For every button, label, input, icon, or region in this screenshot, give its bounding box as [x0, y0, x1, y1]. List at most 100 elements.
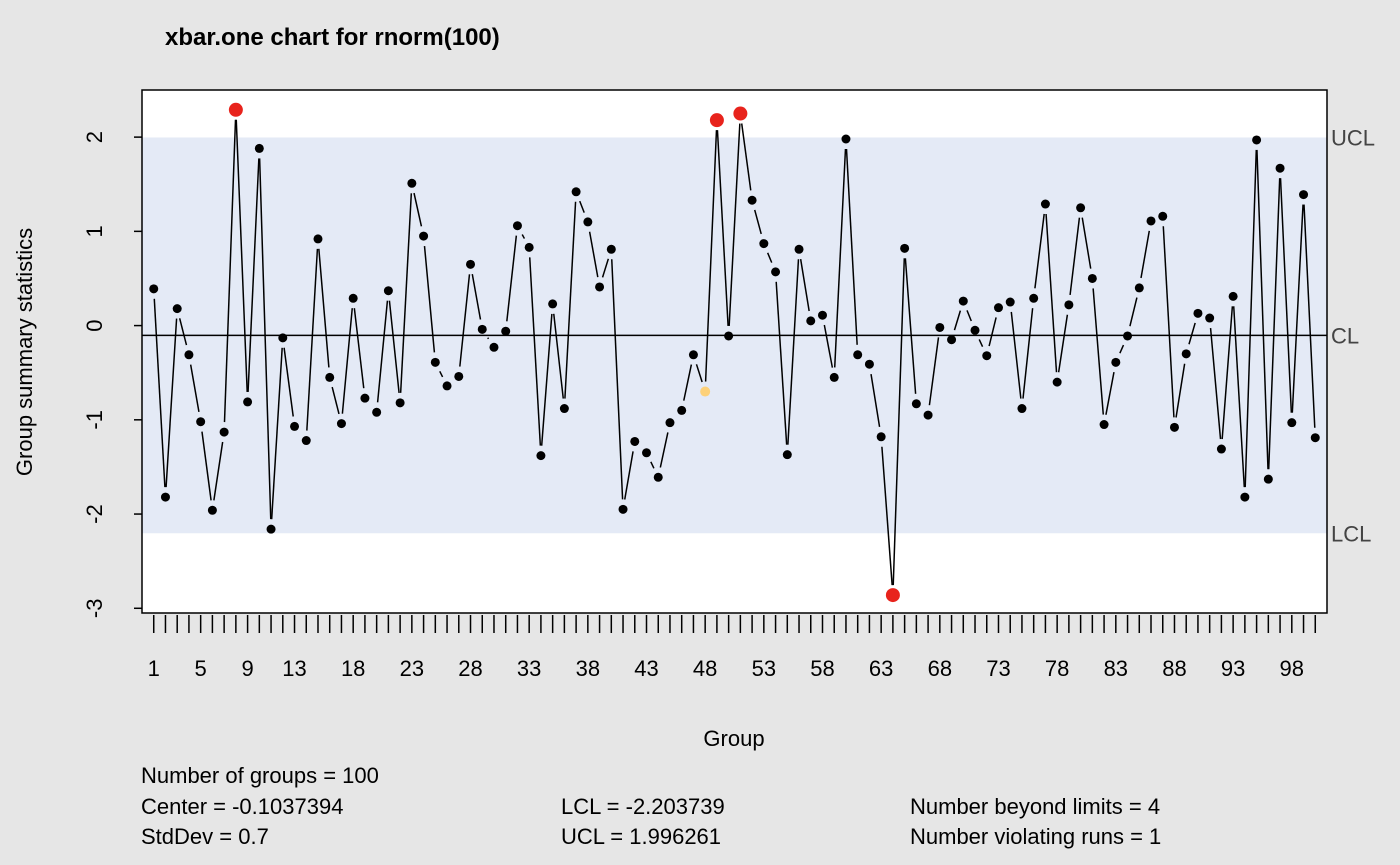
- series-segment: [624, 451, 634, 500]
- series-segment: [471, 274, 482, 320]
- series-segment: [399, 193, 413, 393]
- x-tick-label: 13: [282, 656, 306, 681]
- series-segment: [1034, 213, 1045, 289]
- data-point: [935, 322, 945, 332]
- data-point: [372, 407, 382, 417]
- data-point: [806, 316, 816, 326]
- data-point: [207, 505, 217, 515]
- data-point: [348, 293, 358, 303]
- data-point: [583, 217, 593, 227]
- series-segment: [659, 432, 669, 468]
- data-point: [688, 350, 698, 360]
- data-point: [1205, 313, 1215, 323]
- series-segment: [881, 446, 893, 586]
- data-point: [677, 405, 687, 415]
- data-point: [1193, 308, 1203, 318]
- data-point: [606, 244, 616, 254]
- series-segment: [564, 201, 577, 399]
- data-point: [336, 419, 346, 429]
- stat-stddev: StdDev = 0.7: [141, 824, 269, 849]
- series-segment: [683, 364, 693, 401]
- stat-beyond-limits: Number beyond limits = 4: [910, 794, 1161, 819]
- series-segment: [1175, 363, 1186, 418]
- data-point: [1228, 291, 1238, 301]
- series-segment: [728, 123, 741, 327]
- data-point: [172, 304, 182, 314]
- data-point: [923, 410, 933, 420]
- data-point: [454, 371, 464, 381]
- data-point: [1263, 474, 1273, 484]
- series-segment: [1232, 306, 1246, 488]
- data-point: [1169, 422, 1179, 432]
- x-tick-label: 5: [195, 656, 207, 681]
- data-point: [524, 242, 534, 252]
- x-tick-label: 93: [1221, 656, 1245, 681]
- data-point: [759, 239, 769, 249]
- data-point: [243, 397, 253, 407]
- series-segment: [1221, 306, 1234, 440]
- data-point: [595, 282, 605, 292]
- data-point: [430, 357, 440, 367]
- series-segment: [1129, 297, 1138, 327]
- data-point-beyond-limits: [885, 588, 900, 603]
- data-point: [1111, 357, 1121, 367]
- series-segment: [235, 119, 248, 392]
- ucl-label: UCL: [1331, 125, 1375, 150]
- data-point: [982, 351, 992, 361]
- series-segment: [845, 148, 858, 345]
- stat-lcl: LCL = -2.203739: [561, 794, 725, 819]
- series-segment: [953, 310, 962, 331]
- data-point: [1287, 418, 1297, 428]
- y-axis: -3 -2 -1 0 1 2: [82, 131, 142, 618]
- series-segment: [258, 158, 272, 520]
- data-point: [630, 436, 640, 446]
- series-segment: [1140, 230, 1151, 279]
- data-point: [618, 504, 628, 514]
- series-segment: [1162, 226, 1175, 418]
- data-point: [747, 195, 757, 205]
- x-tick-label: 1: [148, 656, 160, 681]
- series-segment: [540, 313, 553, 446]
- series-segment: [601, 258, 610, 278]
- series-segment: [787, 259, 800, 445]
- series-segment: [201, 431, 212, 501]
- series-segment: [588, 231, 599, 278]
- data-point: [1040, 199, 1050, 209]
- series-segment: [704, 130, 718, 382]
- series-segment: [1069, 217, 1081, 296]
- data-point: [419, 231, 429, 241]
- series-segment: [459, 274, 471, 367]
- x-tick-label: 53: [752, 656, 776, 681]
- series-segment: [528, 257, 542, 446]
- plot-frame: [141, 89, 1328, 614]
- data-point: [1087, 273, 1097, 283]
- data-point: [724, 331, 734, 341]
- data-point: [1158, 211, 1168, 221]
- data-point: [817, 310, 827, 320]
- stat-number-of-groups: Number of groups = 100: [141, 763, 379, 788]
- series-segment: [1303, 204, 1316, 428]
- x-tick-label: 43: [634, 656, 658, 681]
- data-series: [153, 119, 1316, 586]
- data-point: [501, 326, 511, 336]
- data-point: [876, 432, 886, 442]
- series-segment: [611, 259, 624, 500]
- y-tick-label: 2: [82, 131, 107, 143]
- data-point: [395, 398, 405, 408]
- series-segment: [1244, 149, 1258, 488]
- series-segment: [165, 318, 178, 488]
- data-point: [477, 324, 487, 334]
- data-point-beyond-limits: [733, 106, 748, 121]
- series-segment: [341, 308, 354, 414]
- series-segment: [223, 119, 237, 423]
- data-point: [466, 259, 476, 269]
- x-tick-label: 73: [986, 656, 1010, 681]
- series-segment: [1209, 327, 1222, 440]
- x-tick-label: 48: [693, 656, 717, 681]
- data-point: [559, 404, 569, 414]
- data-point: [184, 350, 194, 360]
- data-point: [266, 524, 276, 534]
- series-segment: [353, 308, 365, 389]
- data-point: [1099, 420, 1109, 430]
- data-point: [642, 448, 652, 458]
